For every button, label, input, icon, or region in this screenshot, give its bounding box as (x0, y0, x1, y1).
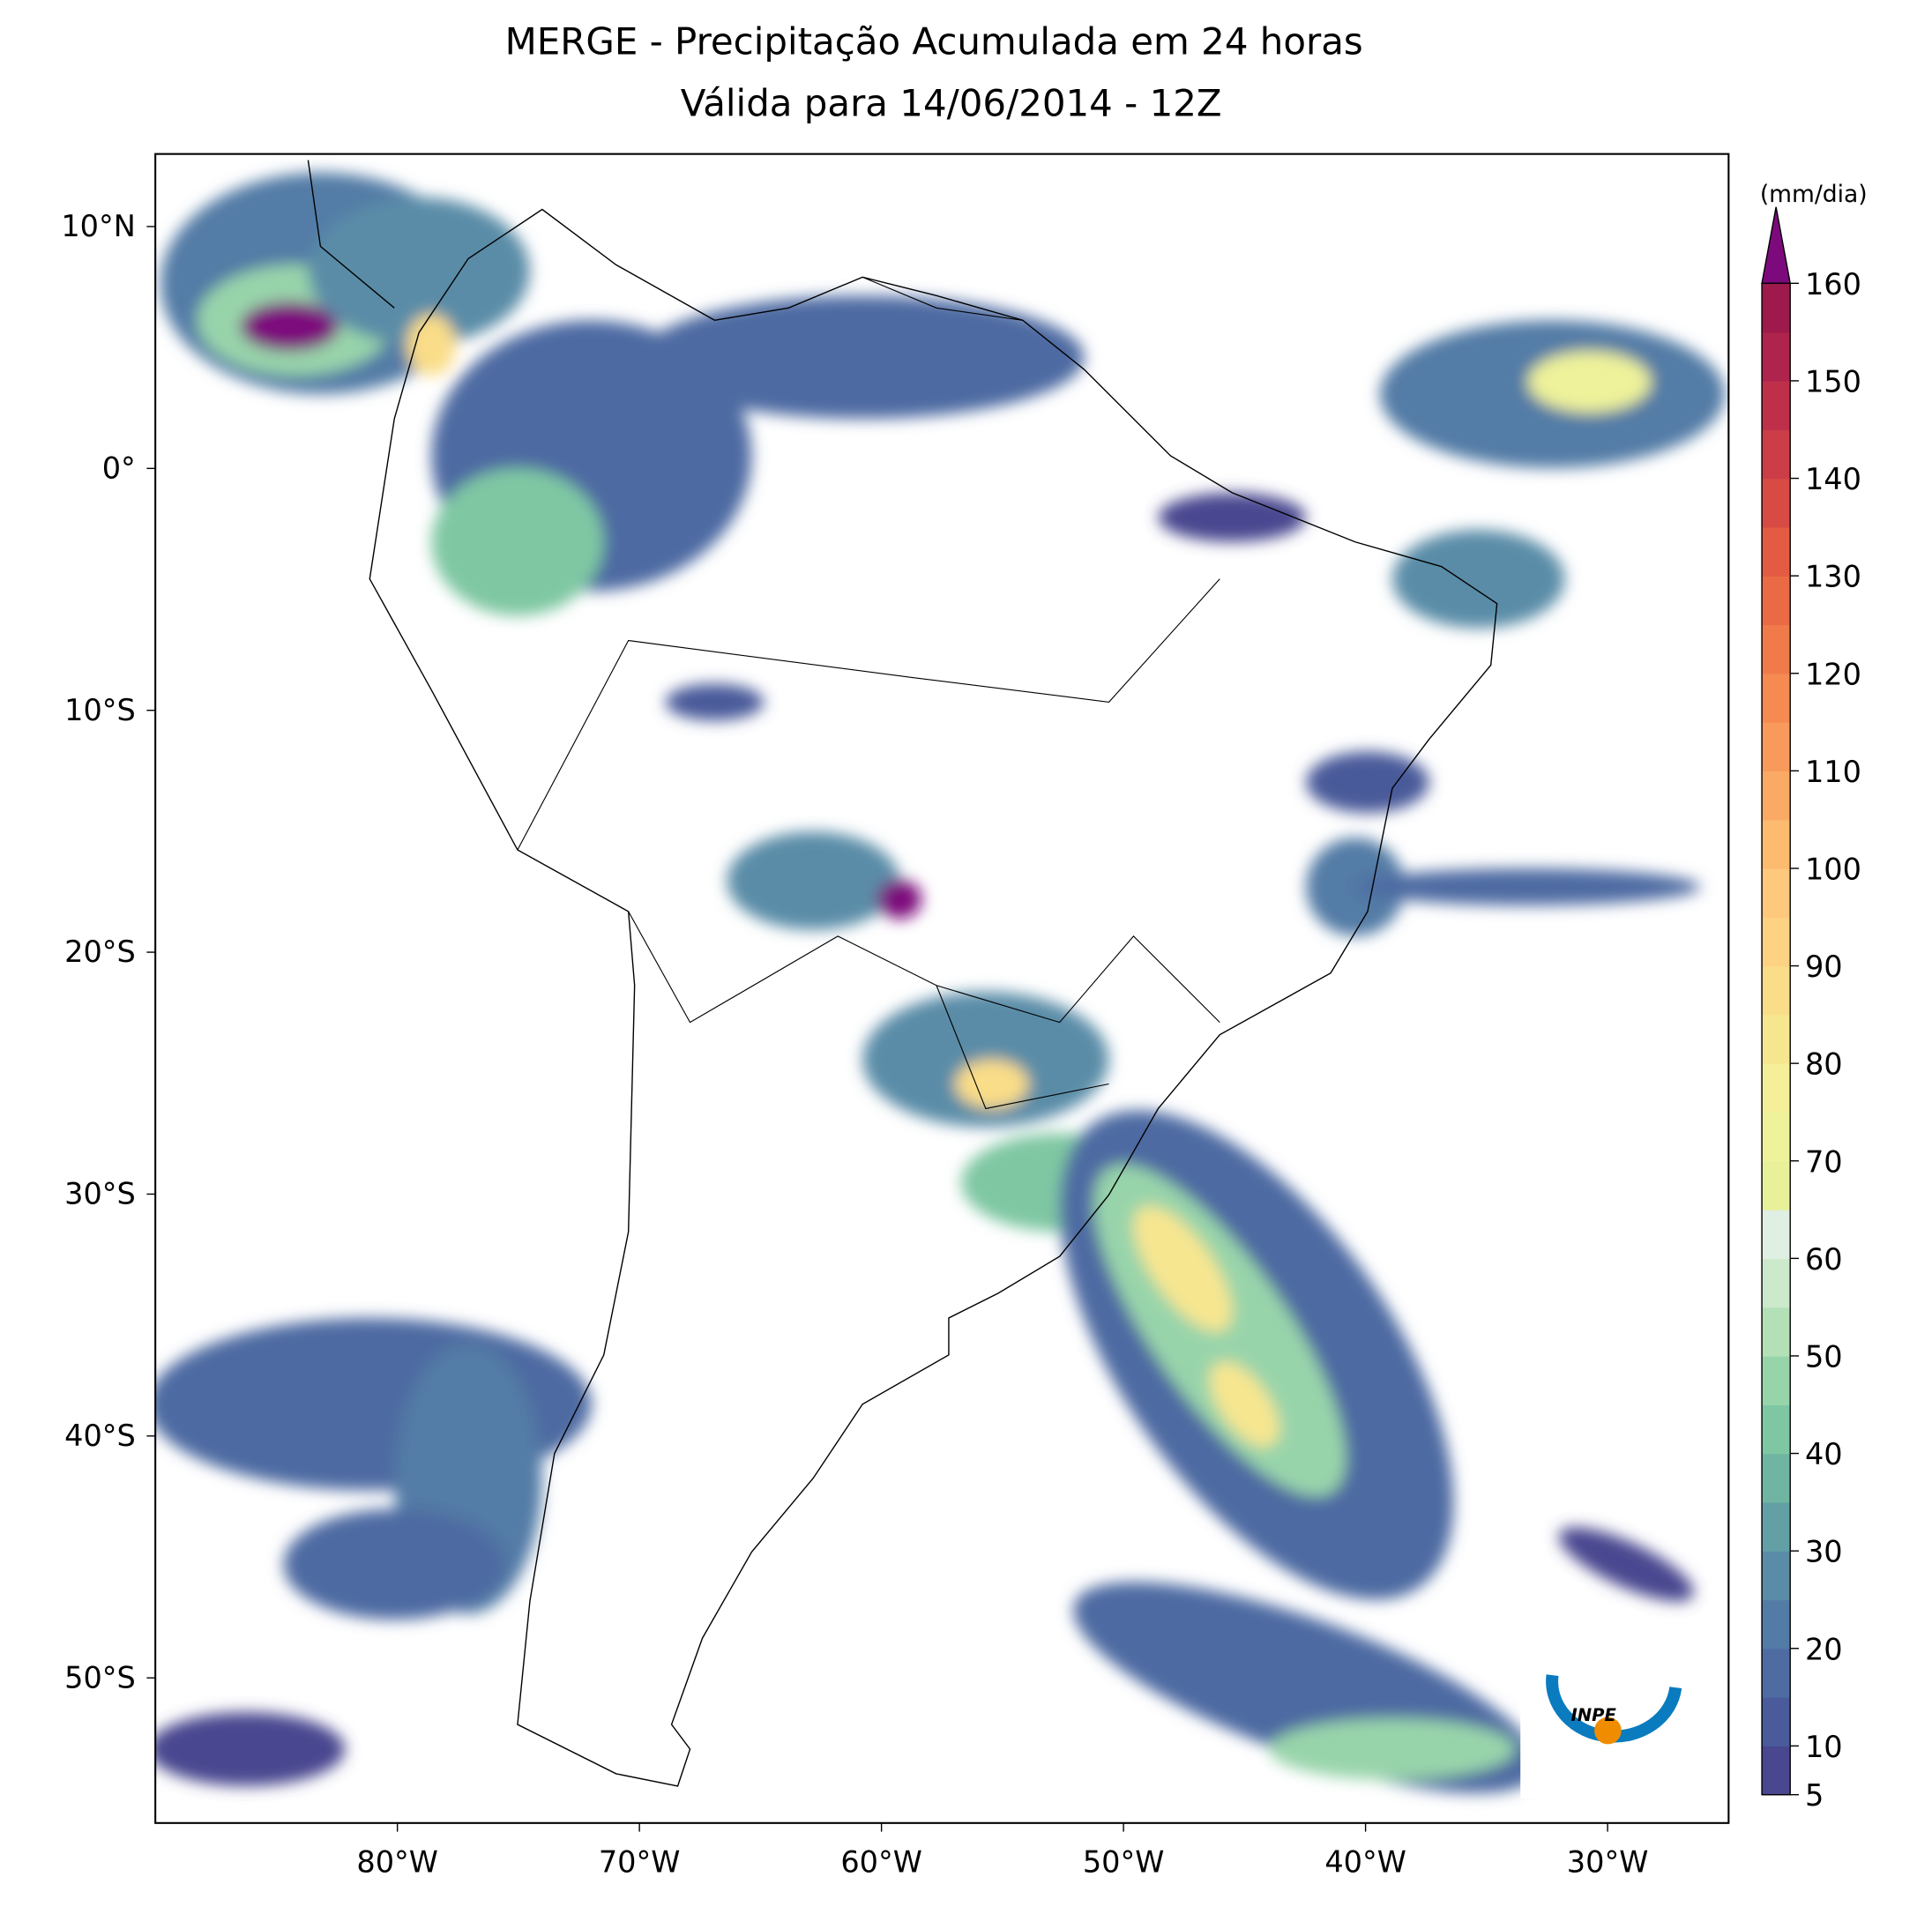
colorbar-tick-label: 80 (1805, 1047, 1843, 1082)
x-tick-label: 50°W (1083, 1845, 1165, 1880)
colorbar-band (1762, 283, 1791, 333)
colorbar-band (1762, 1014, 1791, 1064)
colorbar-band (1762, 868, 1791, 918)
colorbar-tick-label: 150 (1805, 365, 1861, 399)
colorbar-band (1762, 576, 1791, 626)
colorbar-frame (1761, 282, 1791, 1796)
colorbar-band (1762, 1258, 1791, 1308)
colorbar-band (1762, 722, 1791, 772)
logo-dot (1594, 1717, 1622, 1745)
map-frame (154, 153, 1730, 1824)
colorbar-band (1762, 1551, 1791, 1601)
colorbar-band (1762, 819, 1791, 869)
colorbar-band (1762, 673, 1791, 723)
colorbar-band (1762, 1501, 1791, 1552)
colorbar-band (1762, 526, 1791, 577)
colorbar-band (1762, 965, 1791, 1016)
borders (517, 276, 1220, 1110)
colorbar-tick-label: 20 (1805, 1632, 1843, 1666)
coastline (307, 160, 1498, 1787)
colorbar-band (1762, 917, 1791, 967)
logo-text: INPE (1571, 1705, 1617, 1725)
x-tick-label: 60°W (840, 1845, 922, 1880)
map-area: INPE (155, 153, 1729, 1823)
colorbar-band (1762, 1599, 1791, 1650)
axes: 80°W 70°W 60°W 50°W 40°W 30°W 10°N 0° 10°S 20°S 30… (61, 206, 1861, 1880)
colorbar-band (1762, 1453, 1791, 1503)
colorbar-band (1762, 331, 1791, 382)
x-tick-label: 70°W (599, 1845, 681, 1880)
y-tick-label: 20°S (64, 935, 136, 969)
colorbar-label: (mm/dia) (1760, 181, 1868, 208)
colorbar-extend (1761, 206, 1792, 285)
colorbar-band (1762, 1112, 1791, 1162)
colorbar-tick-label: 10 (1805, 1730, 1843, 1764)
colorbar-tick-label: 5 (1805, 1778, 1824, 1813)
colorbar-band (1762, 1307, 1791, 1357)
colorbar-tick-label: 100 (1805, 853, 1861, 887)
y-tick-label: 40°S (64, 1419, 136, 1453)
y-tick-label: 0° (102, 451, 136, 486)
colorbar-tick-label: 130 (1805, 560, 1861, 594)
y-tick-label: 30°S (64, 1177, 136, 1211)
colorbar-tick-label: 140 (1805, 462, 1861, 496)
x-tick-label: 40°W (1324, 1845, 1406, 1880)
x-tick-label: 80°W (356, 1845, 438, 1880)
colorbar-tick-label: 110 (1805, 755, 1861, 789)
colorbar-band (1762, 1648, 1791, 1698)
y-tick-label: 50°S (64, 1660, 136, 1694)
colorbar-band (1762, 771, 1791, 821)
colorbar-tick-label: 60 (1805, 1242, 1843, 1277)
title-line: Válida para 14/06/2014 - 12Z (681, 81, 1222, 124)
colorbar-band (1762, 1063, 1791, 1113)
colorbar-band (1762, 1697, 1791, 1747)
colorbar-band (1762, 1160, 1791, 1210)
precipitation-field (155, 172, 1726, 1793)
title-line: MERGE - Precipitação Acumulada em 24 hor… (505, 19, 1363, 63)
colorbar-tick-label: 90 (1805, 950, 1843, 984)
colorbar-band (1762, 624, 1791, 674)
y-tick-label: 10°N (61, 209, 135, 243)
colorbar-band (1762, 380, 1791, 430)
colorbar-tick-label: 30 (1805, 1535, 1843, 1569)
colorbar-tick-label: 160 (1805, 267, 1861, 302)
colorbar-band (1762, 1746, 1791, 1796)
colorbar-tick-label: 50 (1805, 1340, 1843, 1374)
colorbar-tick-label: 120 (1805, 657, 1861, 691)
colorbar-band (1762, 1355, 1791, 1405)
colorbar-band (1762, 478, 1791, 528)
colorbar-band (1762, 429, 1791, 480)
y-tick-label: 10°S (64, 693, 136, 727)
colorbar-band (1762, 1210, 1791, 1260)
colorbar-tick-label: 40 (1805, 1437, 1843, 1471)
x-tick-label: 30°W (1567, 1845, 1649, 1880)
colorbar-tick-label: 70 (1805, 1144, 1843, 1179)
colorbar-band (1762, 1404, 1791, 1455)
